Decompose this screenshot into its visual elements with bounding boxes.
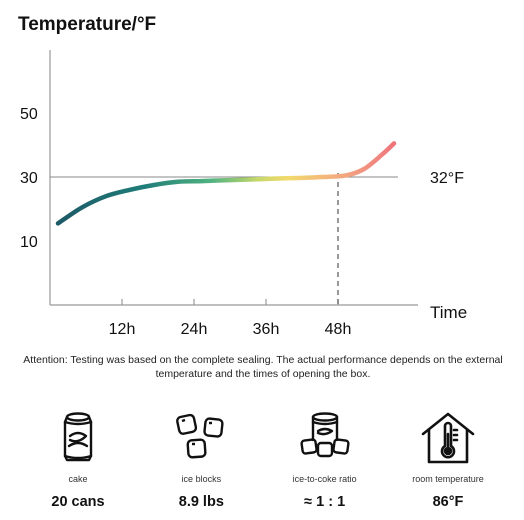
spec-cans-value: 20 cans [51, 494, 105, 510]
chart-title: Temperature/°F [18, 14, 156, 35]
y-tick-label: 50 [20, 106, 38, 123]
chart-svg: Temperature/°F 10 30 50 12h 24h 36h 48h Time 32°F [18, 14, 467, 338]
spec-ice-label: ice blocks [181, 474, 222, 484]
reference-line-label: 32°F [430, 170, 464, 187]
spec-cans: cake 20 cans [28, 410, 128, 515]
x-tick-label: 36h [253, 321, 280, 338]
spec-ice: ice blocks 8.9 lbs [151, 410, 251, 515]
x-tick-label: 48h [325, 321, 352, 338]
spec-ice-value: 8.9 lbs [178, 494, 224, 510]
x-tick-label: 12h [109, 321, 136, 338]
temperature-series-line [55, 141, 397, 226]
soda-can-icon [50, 410, 106, 466]
spec-ratio-label: ice-to-coke ratio [292, 474, 357, 484]
y-tick-label: 30 [20, 170, 38, 187]
temperature-chart: Temperature/°F 10 30 50 12h 24h 36h 48h Time 32°F [18, 14, 467, 338]
spec-room-value: 86°F [432, 494, 464, 510]
attention-note: Attention: Testing was based on the comp… [23, 354, 503, 380]
spec-room: room temperature 86°F [398, 410, 498, 515]
spec-room-label: room temperature [412, 474, 484, 484]
x-tick-label: 24h [181, 321, 208, 338]
specs-row: cake 20 cans ice blocks 8.9 lbs [28, 410, 498, 515]
ice-cans-icon [297, 410, 353, 466]
ice-cubes-icon [173, 410, 229, 466]
spec-ratio-value: ≈ 1 : 1 [304, 494, 346, 510]
spec-cans-label: cake [68, 474, 88, 484]
x-axis-label: Time [430, 303, 467, 322]
house-thermometer-icon [420, 410, 476, 466]
y-tick-label: 10 [20, 234, 38, 251]
spec-ratio: ice-to-coke ratio ≈ 1 : 1 [275, 410, 375, 515]
